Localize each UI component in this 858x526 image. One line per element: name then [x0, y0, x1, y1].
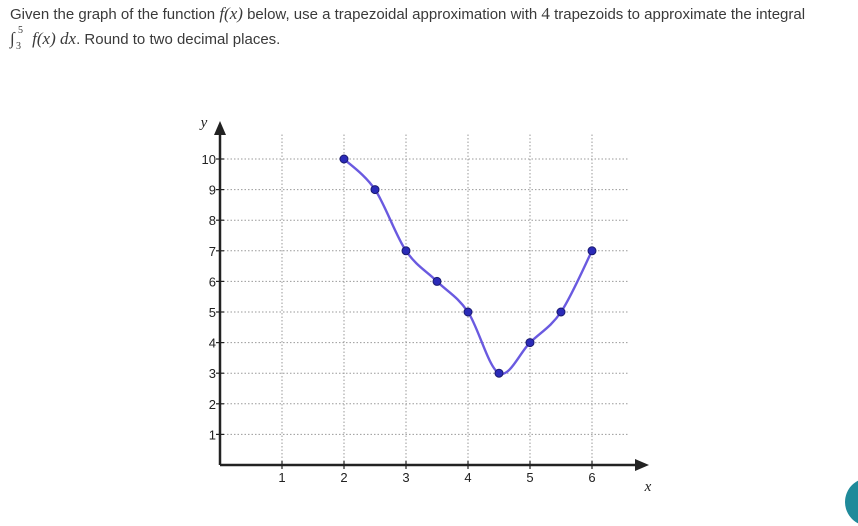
data-point [587, 246, 597, 256]
axes [214, 121, 649, 471]
question-text-part: trapezoids to approximate the integral [549, 6, 806, 23]
data-points [339, 154, 597, 378]
integral-upper-limit: 5 [18, 25, 23, 36]
x-tick-label: 5 [526, 470, 533, 485]
data-point [525, 338, 535, 348]
data-point [463, 307, 473, 317]
y-axis-arrow [214, 121, 226, 135]
y-tick-label: 1 [209, 427, 216, 442]
question-line-2: ∫ 5 3 f(x) dx. Round to two decimal places… [10, 25, 850, 52]
y-tick-label: 2 [209, 397, 216, 412]
y-tick-label: 10 [202, 152, 216, 167]
data-point [401, 246, 411, 256]
data-point [556, 307, 566, 317]
y-axis-label: y [199, 115, 208, 131]
tick-labels: 1 2 3 4 5 6 1 2 3 4 5 6 7 8 9 10 x y [199, 115, 652, 495]
integrand: f(x) dx [32, 29, 77, 48]
x-axis-arrow [635, 459, 649, 471]
x-tick-label: 4 [464, 470, 471, 485]
grid [220, 133, 629, 465]
x-tick-label: 6 [588, 470, 595, 485]
function-notation: f(x) [219, 4, 243, 23]
function-graph: 1 2 3 4 5 6 1 2 3 4 5 6 7 8 9 10 x y [199, 115, 652, 495]
y-tick-label: 6 [209, 274, 216, 289]
y-tick-label: 3 [209, 366, 216, 381]
trapezoid-count: 4 [541, 4, 550, 23]
x-axis-label: x [644, 479, 652, 495]
y-tick-label: 7 [209, 244, 216, 259]
data-point [432, 276, 442, 286]
y-tick-label: 4 [209, 336, 216, 351]
x-tick-label: 1 [278, 470, 285, 485]
y-tick-label: 5 [209, 305, 216, 320]
question-text-part: . Round to two decimal places. [76, 31, 281, 48]
integral-symbol: ∫ 5 3 [10, 25, 28, 52]
x-tick-label: 2 [340, 470, 347, 485]
question-text: Given the graph of the function f(x) bel… [10, 2, 850, 52]
data-point [370, 185, 380, 195]
question-text-part: Given the graph of the function [10, 6, 220, 23]
integral-lower-limit: 3 [16, 41, 21, 52]
y-tick-label: 8 [209, 213, 216, 228]
question-text-part: below, use a trapezoidal approximation w… [242, 6, 542, 23]
data-point [339, 154, 349, 164]
x-tick-label: 3 [402, 470, 409, 485]
y-tick-label: 9 [209, 183, 216, 198]
data-point [494, 368, 504, 378]
question-line-1: Given the graph of the function f(x) bel… [10, 2, 850, 27]
